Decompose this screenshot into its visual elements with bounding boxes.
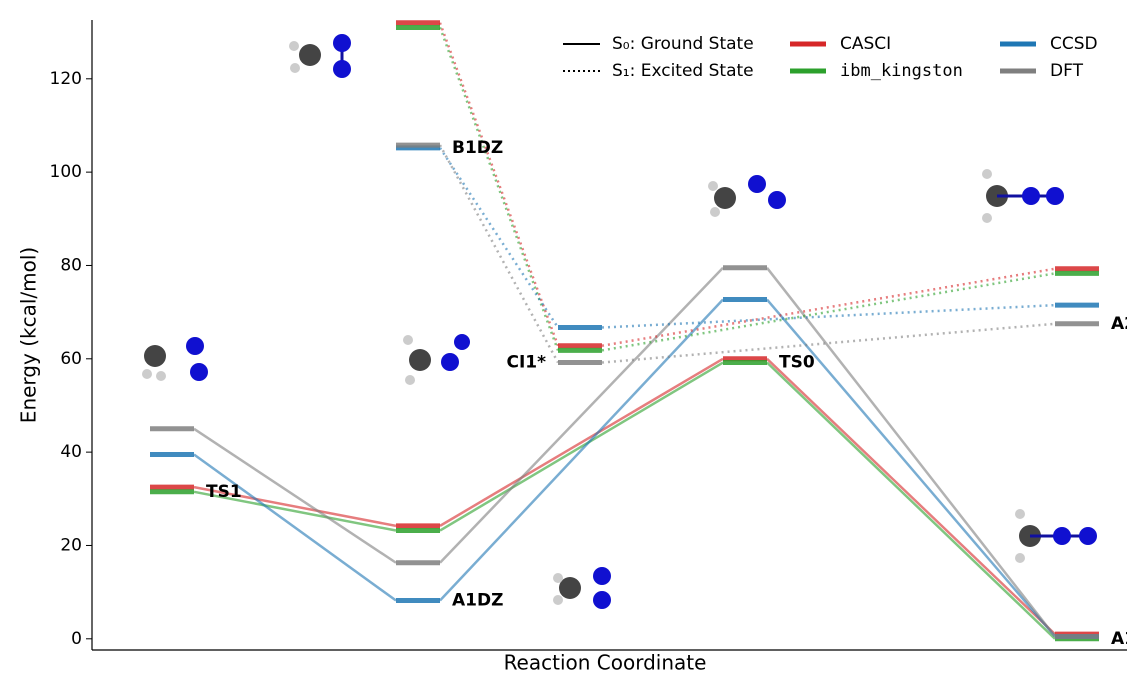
y-axis-label: Energy (kcal/mol) — [17, 247, 41, 423]
state-label: A2DM — [1111, 314, 1127, 334]
y-tick-label: 40 — [60, 442, 82, 462]
excited-path — [602, 273, 1055, 350]
ground-path — [767, 359, 1055, 634]
excited-path — [440, 27, 558, 350]
excited-path — [440, 145, 558, 362]
legend-label: DFT — [1050, 61, 1084, 81]
legend-label: ibm_kingston — [840, 61, 963, 81]
excited-path — [440, 23, 558, 346]
y-tick-label: 120 — [50, 69, 82, 89]
y-tick-label: 0 — [71, 629, 82, 649]
excited-path — [602, 269, 1055, 346]
ground-path — [440, 363, 723, 531]
y-tick-label: 20 — [60, 535, 82, 555]
ground-path — [440, 268, 723, 563]
legend-label: CASCI — [840, 34, 891, 54]
state-label: TS1 — [206, 482, 242, 502]
state-label: B1DZ — [452, 138, 503, 158]
state-label: A1DZ — [452, 591, 503, 611]
x-axis-label: Reaction Coordinate — [504, 651, 707, 675]
ground-path — [767, 363, 1055, 639]
y-tick-label: 80 — [60, 255, 82, 275]
ground-path — [194, 454, 396, 600]
y-tick-label: 100 — [50, 162, 82, 182]
y-tick-label: 60 — [60, 349, 82, 369]
legend-label: CCSD — [1050, 34, 1098, 54]
molecule-images — [142, 34, 1097, 609]
state-label: CI1* — [506, 353, 546, 373]
legend-label: S₀: Ground State — [612, 34, 754, 54]
ground-path — [440, 359, 723, 526]
state-label: TS0 — [779, 353, 815, 373]
legend-label: S₁: Excited State — [612, 61, 754, 81]
state-label: A1DM — [1111, 629, 1127, 649]
ground-path — [767, 300, 1055, 637]
chart: Energy (kcal/mol) Reaction Coordinate S₀… — [0, 0, 1127, 683]
ground-path — [767, 268, 1055, 637]
